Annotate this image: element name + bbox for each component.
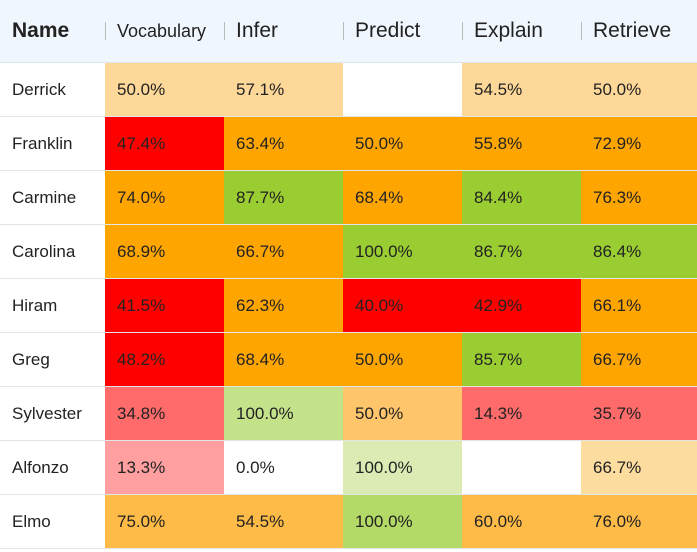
score-cell: 74.0%	[105, 170, 224, 225]
score-cell: 48.2%	[105, 332, 224, 387]
score-cell: 50.0%	[343, 332, 462, 387]
table-row: Alfonzo 13.3% 0.0% 100.0% 66.7%	[0, 440, 697, 495]
row-name: Alfonzo	[0, 440, 105, 495]
score-cell: 35.7%	[581, 386, 697, 441]
score-cell: 85.7%	[462, 332, 581, 387]
score-cell: 50.0%	[343, 386, 462, 441]
score-cell	[343, 62, 462, 117]
score-cell: 66.7%	[581, 332, 697, 387]
table-body: Derrick 50.0% 57.1% 54.5% 50.0% Franklin 47.4%…	[0, 62, 697, 549]
score-cell: 68.9%	[105, 224, 224, 279]
score-cell: 47.4%	[105, 116, 224, 171]
score-cell: 72.9%	[581, 116, 697, 171]
score-cell: 66.1%	[581, 278, 697, 333]
row-name: Carmine	[0, 170, 105, 225]
row-name: Elmo	[0, 494, 105, 549]
score-cell: 54.5%	[224, 494, 343, 549]
score-cell: 14.3%	[462, 386, 581, 441]
score-cell: 0.0%	[224, 440, 343, 495]
table-row: Greg 48.2% 68.4% 50.0% 85.7% 66.7%	[0, 332, 697, 387]
score-cell: 66.7%	[581, 440, 697, 495]
row-name: Carolina	[0, 224, 105, 279]
score-cell: 40.0%	[343, 278, 462, 333]
score-cell: 76.3%	[581, 170, 697, 225]
table-row: Elmo 75.0% 54.5% 100.0% 60.0% 76.0%	[0, 494, 697, 549]
score-cell: 66.7%	[224, 224, 343, 279]
score-cell: 41.5%	[105, 278, 224, 333]
score-cell: 68.4%	[343, 170, 462, 225]
column-header: Vocabulary	[105, 0, 224, 63]
score-cell: 57.1%	[224, 62, 343, 117]
score-cell: 62.3%	[224, 278, 343, 333]
table-row: Franklin 47.4% 63.4% 50.0% 55.8% 72.9%	[0, 116, 697, 171]
column-header: Explain	[462, 0, 581, 63]
score-cell: 13.3%	[105, 440, 224, 495]
column-header: Infer	[224, 0, 343, 63]
header-row: Name Vocabulary Infer Predict Explain Retriev…	[0, 0, 697, 63]
score-cell: 50.0%	[581, 62, 697, 117]
score-cell: 100.0%	[224, 386, 343, 441]
score-cell	[462, 440, 581, 495]
score-cell: 100.0%	[343, 224, 462, 279]
score-cell: 34.8%	[105, 386, 224, 441]
row-name: Hiram	[0, 278, 105, 333]
score-cell: 50.0%	[343, 116, 462, 171]
table-row: Sylvester 34.8% 100.0% 50.0% 14.3% 35.7%	[0, 386, 697, 441]
column-header: Predict	[343, 0, 462, 63]
score-cell: 42.9%	[462, 278, 581, 333]
score-cell: 75.0%	[105, 494, 224, 549]
table-row: Hiram 41.5% 62.3% 40.0% 42.9% 66.1%	[0, 278, 697, 333]
score-cell: 86.4%	[581, 224, 697, 279]
score-cell: 76.0%	[581, 494, 697, 549]
score-cell: 60.0%	[462, 494, 581, 549]
row-name: Derrick	[0, 62, 105, 117]
row-name: Greg	[0, 332, 105, 387]
table-row: Carolina 68.9% 66.7% 100.0% 86.7% 86.4%	[0, 224, 697, 279]
column-header: Retrieve	[581, 0, 697, 63]
score-cell: 100.0%	[343, 440, 462, 495]
score-cell: 86.7%	[462, 224, 581, 279]
score-cell: 50.0%	[105, 62, 224, 117]
table-row: Derrick 50.0% 57.1% 54.5% 50.0%	[0, 62, 697, 117]
score-cell: 63.4%	[224, 116, 343, 171]
score-cell: 68.4%	[224, 332, 343, 387]
row-name: Franklin	[0, 116, 105, 171]
score-cell: 84.4%	[462, 170, 581, 225]
row-name: Sylvester	[0, 386, 105, 441]
score-cell: 54.5%	[462, 62, 581, 117]
score-cell: 87.7%	[224, 170, 343, 225]
table-row: Carmine 74.0% 87.7% 68.4% 84.4% 76.3%	[0, 170, 697, 225]
column-header: Name	[0, 0, 105, 63]
score-cell: 55.8%	[462, 116, 581, 171]
score-cell: 100.0%	[343, 494, 462, 549]
